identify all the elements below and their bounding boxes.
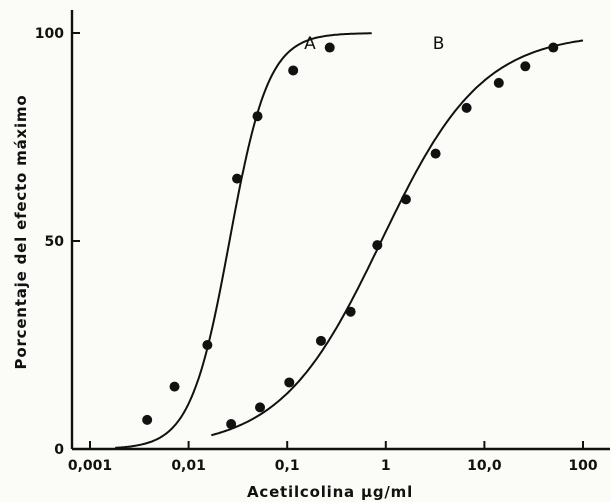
y-tick-label: 0 (54, 442, 64, 458)
data-point-b (284, 377, 295, 388)
curve-a (115, 32, 372, 449)
data-point-a (252, 111, 263, 122)
data-point-b (520, 61, 531, 72)
x-tick-label: 0,001 (68, 458, 112, 474)
fitted-curves (115, 32, 584, 449)
x-tick-label: 1 (381, 458, 391, 474)
x-tick-label: 0,01 (171, 458, 206, 474)
data-points (142, 42, 559, 430)
x-tick-label: 0,1 (275, 458, 300, 474)
data-point-b (430, 148, 441, 159)
x-ticks: 0,001 0,01 0,1 1 10,0 100 (68, 441, 598, 474)
y-tick-label: 50 (45, 234, 65, 250)
data-point-a (324, 42, 335, 53)
y-tick-label: 100 (35, 26, 64, 42)
data-point-b (255, 402, 266, 413)
data-point-b (493, 77, 504, 88)
data-point-a (202, 340, 213, 350)
data-point-b (372, 240, 383, 251)
data-point-a (232, 173, 243, 184)
data-point-b (345, 306, 356, 317)
series-label-b: B (433, 34, 445, 54)
curve-b (211, 39, 584, 437)
axes (70, 10, 610, 451)
data-point-b (315, 335, 326, 346)
data-point-a (288, 65, 299, 76)
y-axis-title: Porcentaje del efecto máximo (12, 95, 30, 370)
y-ticks: 0 50 100 (35, 26, 80, 458)
x-axis-title: Acetilcolina µg/ml (247, 483, 413, 501)
series-label-a: A (304, 34, 316, 54)
data-point-a (169, 381, 180, 392)
x-tick-label: 10,0 (467, 458, 502, 474)
data-point-b (226, 419, 237, 430)
data-point-b (400, 194, 411, 205)
x-tick-label: 100 (568, 458, 597, 474)
data-point-b (548, 42, 559, 53)
data-point-b (461, 102, 472, 113)
data-point-a (142, 414, 153, 425)
